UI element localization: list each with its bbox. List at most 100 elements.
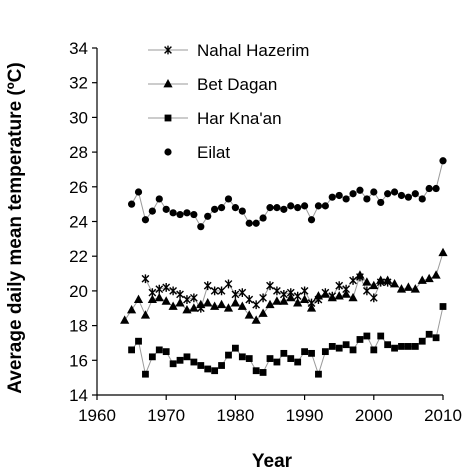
x-axis-title: Year [252, 451, 293, 472]
data-point-eilat [231, 204, 239, 212]
data-point-har-kna-an [273, 358, 281, 366]
data-point-eilat [301, 202, 309, 210]
data-point-eilat [390, 188, 399, 196]
data-point-bet-dagan [396, 284, 407, 293]
y-tick-label: 22 [69, 247, 88, 266]
data-point-har-kna-an [183, 353, 191, 361]
data-point-bet-dagan [189, 303, 199, 312]
data-point-bet-dagan [161, 296, 171, 305]
data-point-bet-dagan [334, 291, 344, 300]
legend-label-nahal-hazerim: Nahal Hazerim [197, 41, 309, 60]
data-point-nahal-hazerim [273, 286, 281, 296]
legend-label-har-kna-an: Har Kna'an [197, 109, 282, 128]
data-point-har-kna-an [238, 353, 246, 361]
data-point-nahal-hazerim [369, 293, 378, 303]
legend-marker-bet-dagan [163, 79, 173, 88]
data-point-nahal-hazerim [162, 283, 171, 292]
y-tick-label: 26 [69, 178, 88, 197]
data-point-eilat [155, 195, 163, 203]
data-point-har-kna-an [190, 358, 198, 366]
data-point-eilat [314, 202, 323, 210]
data-point-eilat [397, 191, 406, 200]
data-point-har-kna-an [128, 346, 135, 354]
data-point-har-kna-an [377, 332, 385, 340]
data-point-har-kna-an [142, 370, 149, 378]
data-point-nahal-hazerim [300, 286, 309, 296]
data-point-har-kna-an [197, 362, 205, 369]
legend-label-eilat: Eilat [197, 143, 230, 162]
data-point-bet-dagan [383, 275, 393, 284]
x-tick-label: 1960 [78, 406, 116, 425]
data-point-bet-dagan [154, 292, 164, 302]
data-point-har-kna-an [245, 355, 253, 362]
data-point-bet-dagan [431, 270, 441, 279]
data-point-bet-dagan [272, 296, 282, 305]
x-tick-label: 2000 [355, 406, 393, 425]
data-point-nahal-hazerim [183, 295, 191, 304]
data-point-bet-dagan [230, 298, 240, 307]
data-point-nahal-hazerim [203, 281, 212, 291]
data-point-nahal-hazerim [245, 295, 254, 304]
series-line-har-kna-an [131, 306, 444, 376]
data-point-bet-dagan [320, 289, 330, 298]
data-point-nahal-hazerim [169, 286, 178, 296]
data-point-har-kna-an [356, 336, 364, 343]
data-point-har-kna-an [335, 344, 343, 352]
data-point-eilat [377, 198, 385, 207]
data-point-har-kna-an [252, 367, 260, 375]
data-point-eilat [204, 212, 212, 220]
plot-markers [120, 157, 448, 378]
data-point-eilat [439, 157, 447, 165]
data-point-eilat [356, 186, 364, 194]
data-point-eilat [190, 210, 198, 219]
data-point-har-kna-an [266, 355, 274, 362]
data-point-nahal-hazerim [252, 300, 261, 310]
y-tick-label: 32 [69, 74, 88, 93]
data-point-eilat [217, 204, 226, 212]
data-point-bet-dagan [313, 291, 324, 300]
data-point-har-kna-an [211, 367, 219, 375]
y-tick-label: 14 [69, 386, 88, 405]
data-point-bet-dagan [369, 280, 379, 290]
y-tick-label: 20 [69, 282, 88, 301]
data-point-eilat [183, 209, 191, 217]
axes: 14 16 18 20 22 24 26 28 30 32 34 1960 1970 1980 1990 20… [69, 39, 462, 425]
data-point-bet-dagan [140, 310, 151, 319]
data-point-bet-dagan [168, 301, 178, 310]
data-point-har-kna-an [384, 341, 392, 349]
data-point-har-kna-an [287, 355, 295, 362]
y-tick-label: 18 [69, 317, 88, 336]
data-point-nahal-hazerim [189, 293, 198, 303]
data-point-eilat [128, 200, 136, 208]
data-point-nahal-hazerim [217, 286, 226, 296]
legend-label-bet-dagan: Bet Dagan [197, 75, 277, 94]
data-point-eilat [432, 184, 440, 193]
data-point-bet-dagan [403, 282, 413, 291]
data-point-har-kna-an [411, 343, 419, 350]
data-point-nahal-hazerim [210, 286, 219, 296]
data-point-bet-dagan [410, 284, 420, 293]
data-point-eilat [287, 202, 295, 210]
data-point-har-kna-an [328, 343, 336, 350]
data-point-har-kna-an [342, 341, 350, 349]
data-point-har-kna-an [439, 303, 447, 310]
data-point-eilat [245, 219, 253, 227]
data-point-eilat [266, 204, 274, 212]
data-point-har-kna-an [155, 346, 163, 354]
data-point-har-kna-an [162, 348, 170, 356]
data-point-eilat [134, 188, 143, 196]
data-point-bet-dagan [223, 303, 234, 312]
data-point-har-kna-an [135, 337, 142, 345]
data-point-har-kna-an [315, 370, 322, 378]
data-point-eilat [280, 205, 288, 213]
data-point-nahal-hazerim [238, 288, 247, 298]
data-point-har-kna-an [294, 358, 302, 366]
data-point-nahal-hazerim [176, 289, 184, 299]
y-tick-label: 24 [69, 213, 88, 232]
data-point-eilat [384, 190, 392, 198]
data-point-eilat [328, 193, 336, 201]
data-point-eilat [294, 204, 302, 212]
data-point-har-kna-an [363, 332, 371, 340]
data-point-bet-dagan [327, 292, 337, 302]
data-point-eilat [370, 188, 378, 196]
